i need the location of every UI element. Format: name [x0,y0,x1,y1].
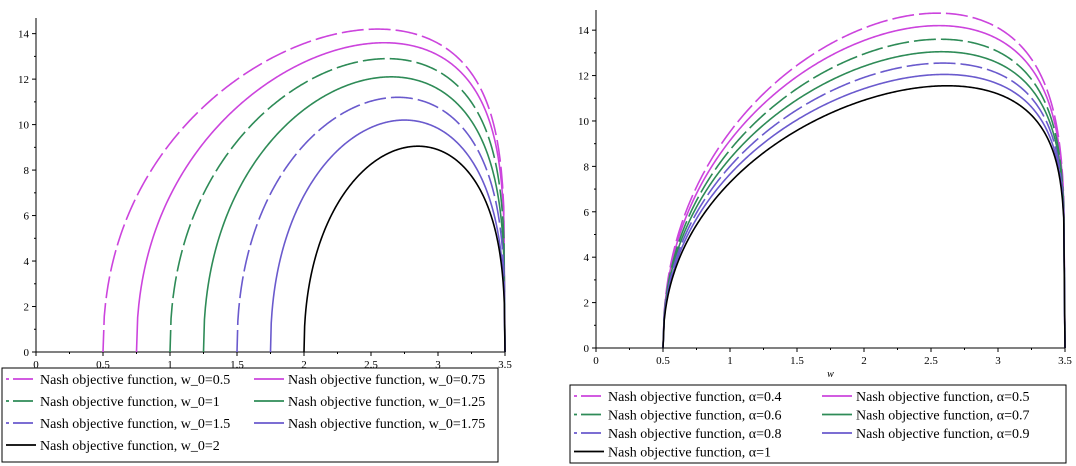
x-tick-label: 2 [861,355,867,367]
series-line-4 [202,76,506,353]
legend-box [569,384,1067,464]
y-tick-label: 4 [584,252,590,264]
legend-label: Nash objective function, w_0=0.75 [288,373,485,388]
legend-label: Nash objective function, w_0=2 [40,439,220,454]
y-tick-label: 8 [24,165,30,177]
right-chart: 0 0.5 1 1.5 2 2.5 3 3.5 0 2 4 6 8 10 12 14 w Nash objecti… [569,10,1072,464]
series-line-5 [662,62,1066,349]
series-line-6 [269,119,506,353]
y-tick-label: 12 [18,74,29,86]
x-tick-label: 3.5 [1058,355,1072,367]
series-line-2 [662,24,1066,349]
legend-label: Nash objective function, α=0.6 [608,409,781,424]
x-tick-label: 3.5 [498,359,512,371]
series-line-3 [169,57,506,353]
x-axis-title: w [827,369,834,380]
series-line-3 [662,38,1066,349]
y-tick-label: 8 [584,161,590,173]
x-tick-label: 0 [593,355,599,367]
series-line-6 [662,73,1066,349]
legend-label: Nash objective function, w_0=1.25 [288,395,485,410]
legend-label: Nash objective function, α=0.8 [608,427,781,442]
series-line-1 [102,28,506,353]
series-line-4 [662,50,1066,349]
series-line-7 [303,145,506,353]
x-tick-label: 1.5 [790,355,804,367]
x-tick-label: 3 [995,355,1001,367]
legend-label: Nash objective function, α=1 [608,446,771,461]
y-tick-label: 10 [18,120,30,132]
y-tick-label: 12 [578,71,589,83]
y-tick-label: 6 [584,207,590,219]
y-tick-label: 14 [578,25,590,37]
y-tick-label: 6 [24,211,30,223]
legend-label: Nash objective function, w_0=1 [40,395,220,410]
x-tick-label: 2.5 [924,355,938,367]
legend-label: Nash objective function, α=0.7 [856,409,1029,424]
series-line-7 [662,84,1066,349]
legend-label: Nash objective function, α=0.9 [856,427,1029,442]
legend-label: Nash objective function, w_0=0.5 [40,373,230,388]
y-tick-label: 4 [24,256,30,268]
y-tick-label: 0 [24,347,30,359]
series-line-2 [135,41,506,353]
series-line-5 [236,96,506,353]
y-tick-label: 14 [18,29,30,41]
x-tick-label: 0.5 [656,355,670,367]
x-tick-label: 1 [167,359,173,371]
x-tick-label: 3 [435,359,441,371]
series-line-1 [662,12,1066,349]
y-tick-label: 2 [584,298,590,310]
legend-label: Nash objective function, α=0.5 [856,390,1029,405]
x-tick-label: 2 [301,359,307,371]
legend-label: Nash objective function, w_0=1.75 [288,417,485,432]
legend-label: Nash objective function, α=0.4 [608,390,781,405]
y-tick-label: 0 [584,343,590,355]
x-tick-label: 0 [33,359,39,371]
legend-label: Nash objective function, w_0=1.5 [40,417,230,432]
legend-box [1,367,499,463]
y-tick-label: 10 [578,116,590,128]
x-tick-label: 1 [727,355,733,367]
y-tick-label: 2 [24,302,30,314]
